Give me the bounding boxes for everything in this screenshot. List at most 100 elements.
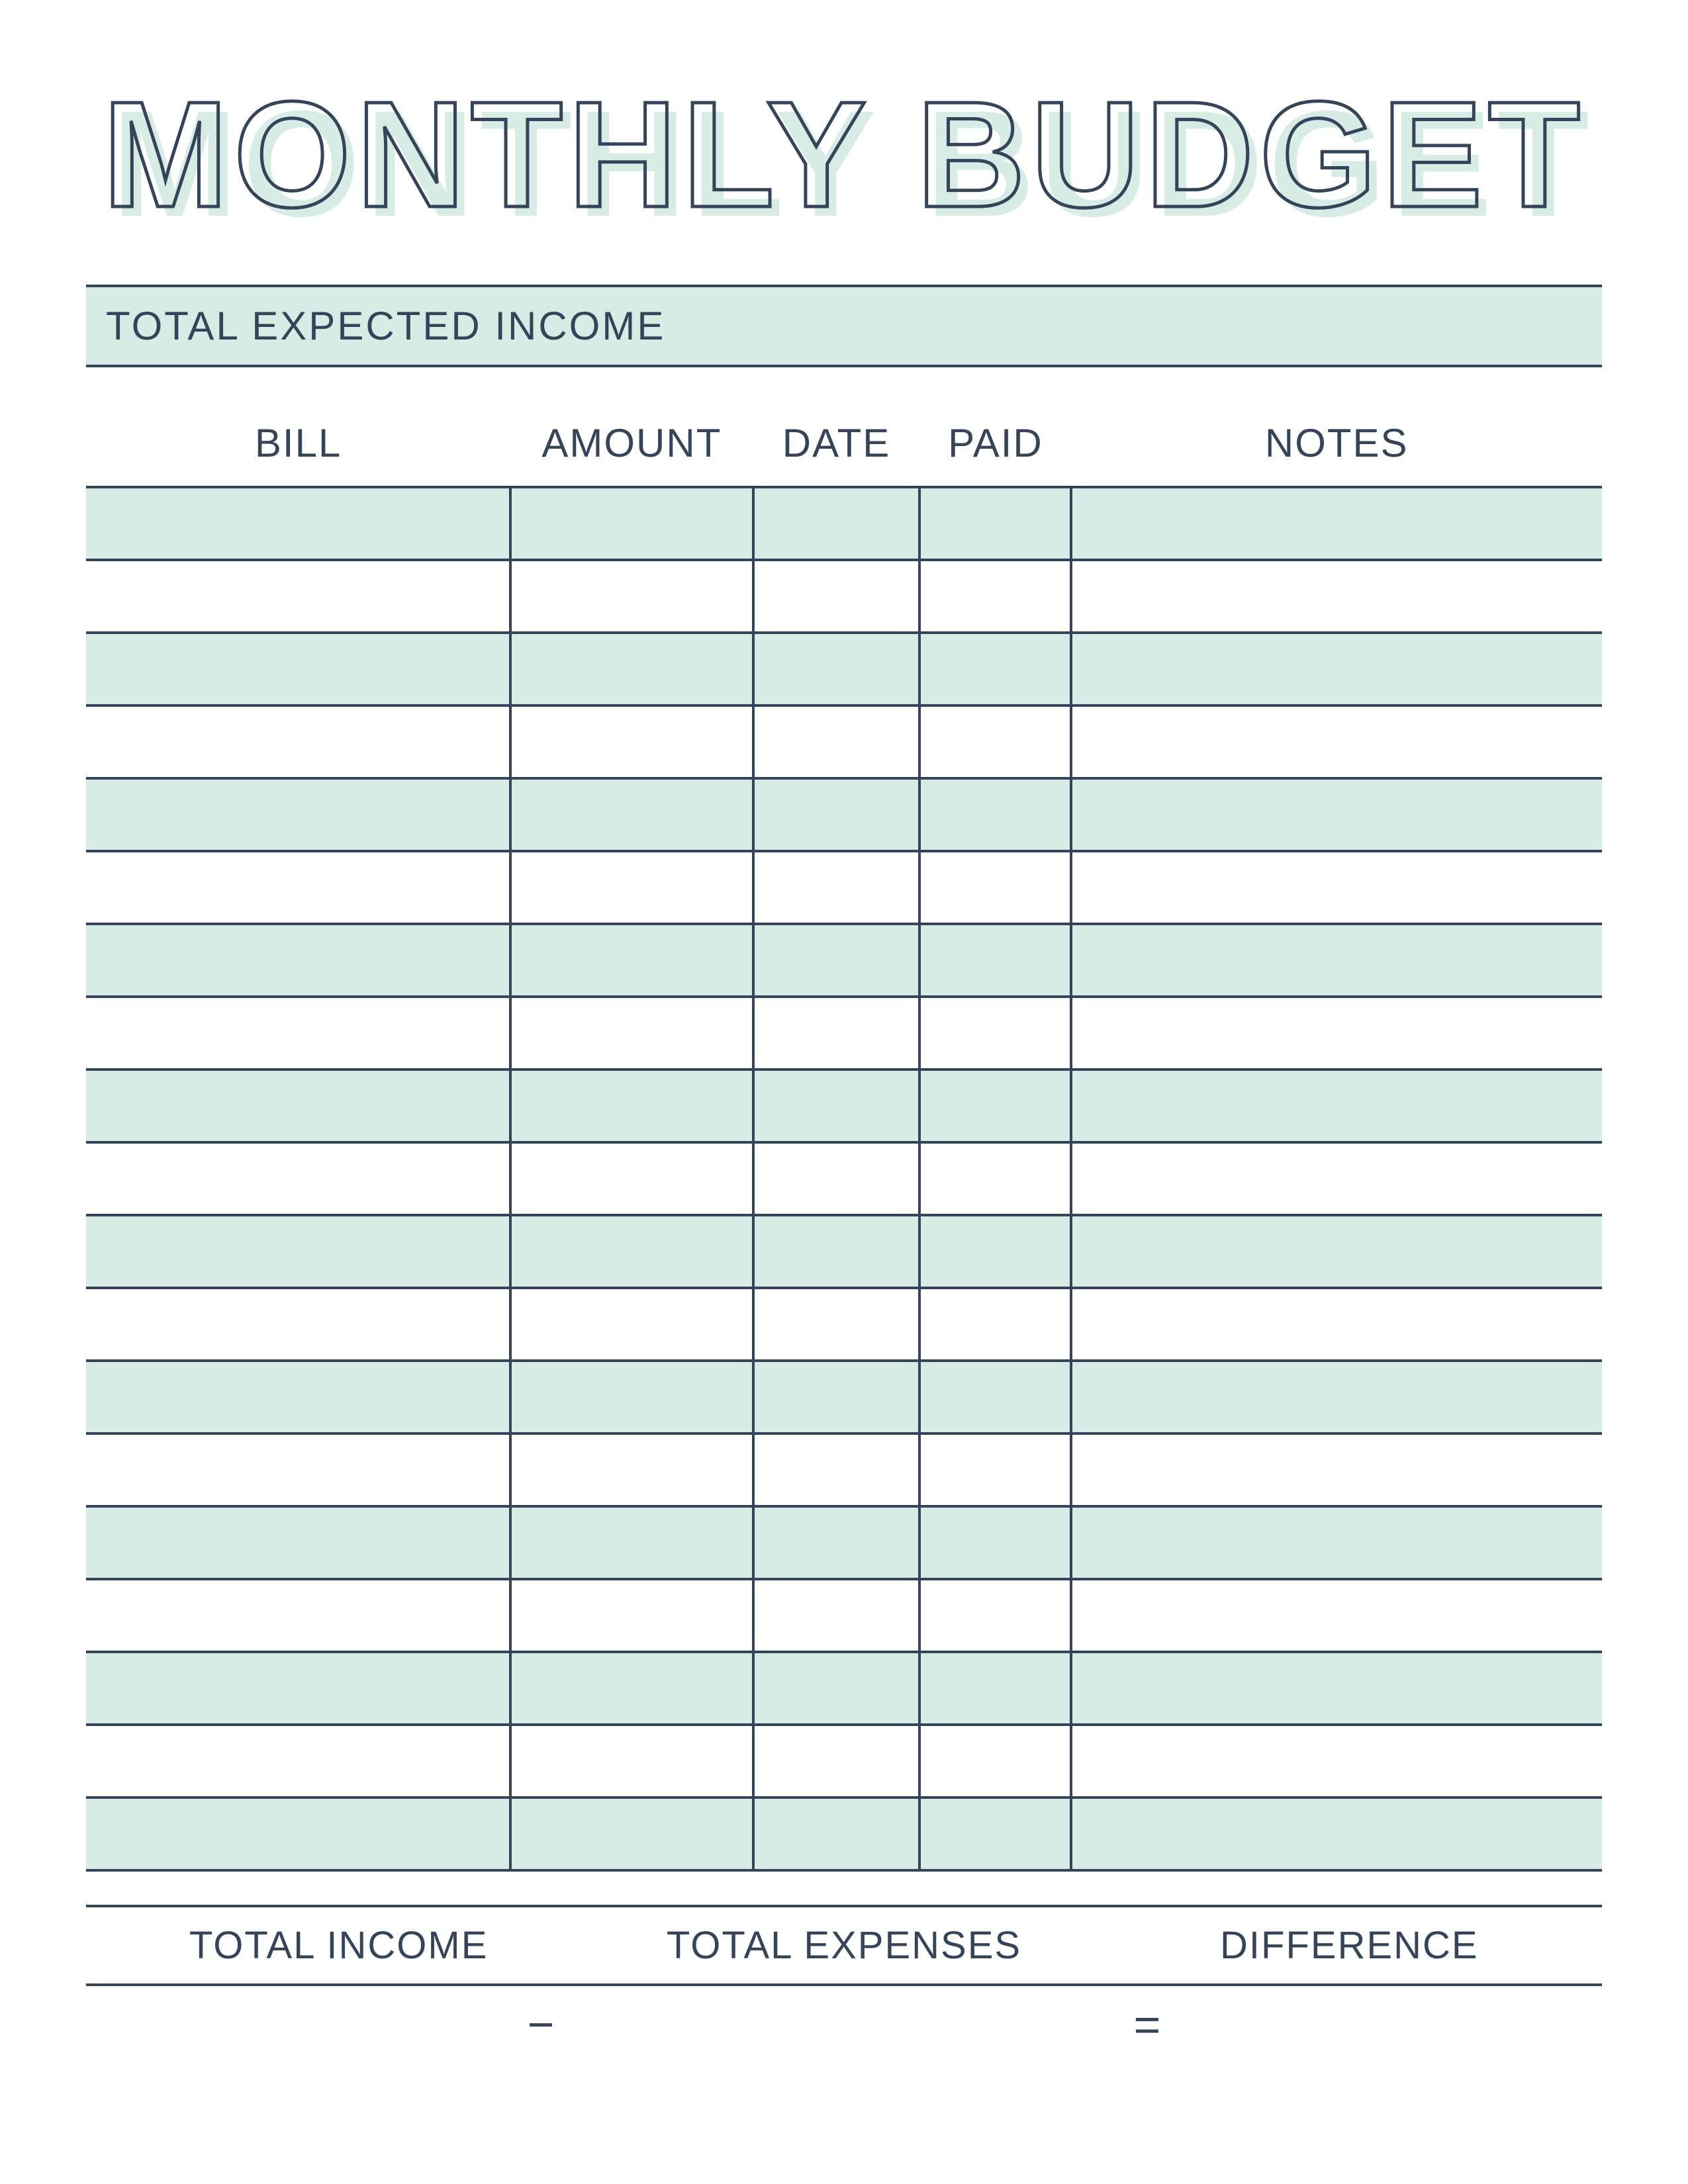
cell-amount [510,1652,753,1725]
cell-bill [86,487,510,560]
table-row [86,1069,1602,1142]
table-row [86,1433,1602,1506]
cell-date [753,1288,920,1361]
cell-date [753,1652,920,1725]
cell-date [753,1506,920,1579]
cell-paid [919,1506,1071,1579]
cell-notes [1071,1288,1602,1361]
cell-bill [86,1069,510,1142]
cell-bill [86,1361,510,1433]
table-row [86,1725,1602,1797]
table-row [86,1361,1602,1433]
page-title-stroke: MONTHLY BUDGET [86,79,1602,230]
cell-amount [510,1069,753,1142]
cell-notes [1071,1142,1602,1215]
cell-notes [1071,560,1602,633]
cell-amount [510,1506,753,1579]
cell-amount [510,1797,753,1870]
cell-paid [919,924,1071,997]
cell-date [753,633,920,705]
cell-amount [510,851,753,924]
cell-paid [919,560,1071,633]
cell-paid [919,1433,1071,1506]
cell-amount [510,924,753,997]
cell-amount [510,778,753,851]
cell-notes [1071,633,1602,705]
summary-op-minus: − [389,1998,692,2051]
table-row [86,633,1602,705]
bills-header-row: BILL AMOUNT DATE PAID NOTES [86,407,1602,487]
cell-amount [510,705,753,778]
cell-bill [86,1215,510,1288]
bills-table: BILL AMOUNT DATE PAID NOTES [86,407,1602,1872]
cell-bill [86,1652,510,1725]
table-row [86,705,1602,778]
cell-amount [510,997,753,1069]
table-row [86,1652,1602,1725]
cell-bill [86,1797,510,1870]
cell-date [753,1215,920,1288]
cell-bill [86,560,510,633]
cell-bill [86,1579,510,1652]
cell-notes [1071,487,1602,560]
cell-paid [919,1288,1071,1361]
col-header-notes: NOTES [1071,407,1602,487]
summary-difference: DIFFERENCE [1097,1907,1602,1983]
cell-notes [1071,1361,1602,1433]
cell-date [753,1142,920,1215]
cell-bill [86,633,510,705]
cell-amount [510,633,753,705]
cell-paid [919,1361,1071,1433]
cell-notes [1071,705,1602,778]
cell-notes [1071,1579,1602,1652]
cell-amount [510,560,753,633]
cell-paid [919,1652,1071,1725]
cell-notes [1071,924,1602,997]
cell-notes [1071,851,1602,924]
cell-amount [510,1215,753,1288]
table-row [86,924,1602,997]
cell-bill [86,924,510,997]
cell-amount [510,487,753,560]
cell-notes [1071,1215,1602,1288]
summary-block: TOTAL INCOME TOTAL EXPENSES DIFFERENCE .… [86,1905,1602,2063]
cell-paid [919,705,1071,778]
cell-paid [919,1579,1071,1652]
cell-notes [1071,1506,1602,1579]
cell-date [753,705,920,778]
table-row [86,1797,1602,1870]
cell-notes [1071,1652,1602,1725]
table-row [86,560,1602,633]
cell-amount [510,1579,753,1652]
cell-paid [919,1069,1071,1142]
cell-bill [86,705,510,778]
cell-amount [510,1433,753,1506]
cell-amount [510,1288,753,1361]
cell-bill [86,1433,510,1506]
table-row [86,1142,1602,1215]
cell-date [753,778,920,851]
cell-date [753,560,920,633]
cell-paid [919,1215,1071,1288]
cell-date [753,1579,920,1652]
cell-bill [86,1725,510,1797]
table-row [86,1288,1602,1361]
expected-income-bar: TOTAL EXPECTED INCOME [86,285,1602,367]
table-row [86,487,1602,560]
cell-bill [86,851,510,924]
expected-income-label: TOTAL EXPECTED INCOME [106,304,665,348]
cell-paid [919,1725,1071,1797]
cell-bill [86,778,510,851]
summary-total-income: TOTAL INCOME [86,1907,591,1983]
cell-paid [919,633,1071,705]
summary-op-equals: = [996,1998,1299,2051]
col-header-date: DATE [753,407,920,487]
summary-labels-row: TOTAL INCOME TOTAL EXPENSES DIFFERENCE [86,1907,1602,1986]
table-row [86,851,1602,924]
cell-paid [919,997,1071,1069]
cell-bill [86,997,510,1069]
cell-paid [919,851,1071,924]
table-row [86,778,1602,851]
cell-notes [1071,997,1602,1069]
cell-date [753,924,920,997]
